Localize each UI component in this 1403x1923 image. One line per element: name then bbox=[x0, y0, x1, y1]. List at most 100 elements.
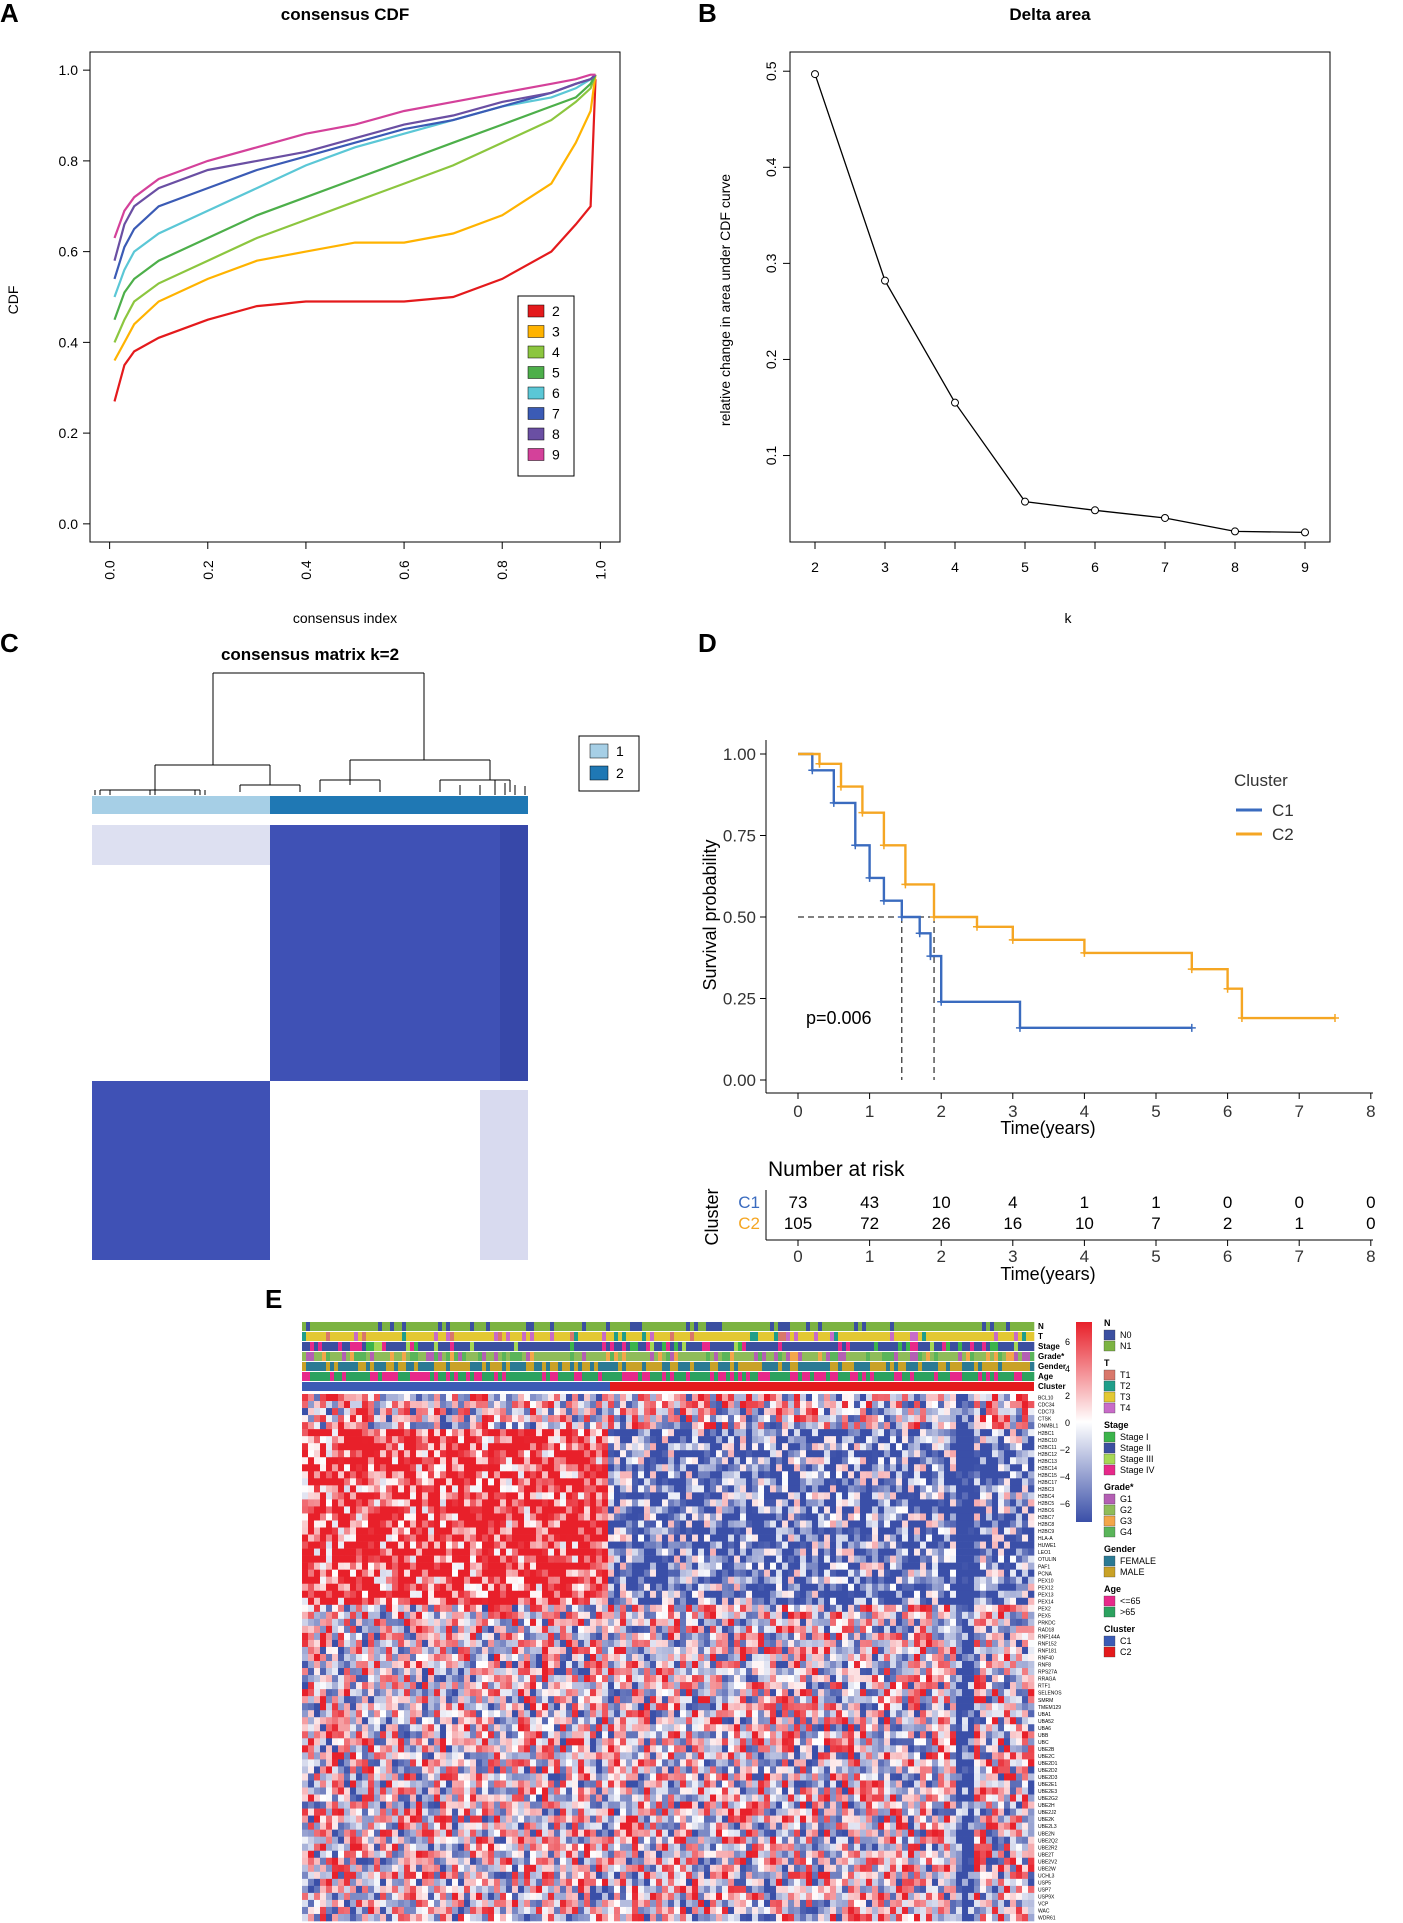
heatmap-cell bbox=[458, 1485, 465, 1493]
heatmap-cell bbox=[710, 1394, 717, 1402]
heatmap-cell bbox=[788, 1583, 795, 1592]
heatmap-cell bbox=[722, 1471, 729, 1479]
heatmap-cell bbox=[794, 1422, 801, 1430]
heatmap-cell bbox=[428, 1485, 435, 1493]
heatmap-cell bbox=[920, 1562, 927, 1570]
heatmap-cell bbox=[512, 1401, 519, 1409]
heatmap-cell bbox=[506, 1485, 513, 1493]
heatmap-cell bbox=[992, 1471, 999, 1479]
annotation-cell bbox=[754, 1352, 759, 1361]
heatmap-cell bbox=[914, 1443, 921, 1451]
heatmap-cell bbox=[344, 1569, 351, 1577]
annotation-cell bbox=[850, 1352, 855, 1361]
annotation-cell bbox=[902, 1322, 907, 1331]
annotation-cell bbox=[386, 1322, 391, 1331]
heatmap-cell bbox=[392, 1597, 399, 1606]
heatmap-cell bbox=[986, 1562, 993, 1570]
heatmap-cell bbox=[734, 1443, 741, 1451]
heatmap-cell bbox=[836, 1443, 843, 1451]
annotation-cell bbox=[998, 1362, 1003, 1371]
heatmap-cell bbox=[716, 1597, 723, 1606]
heatmap-cell bbox=[494, 1415, 501, 1423]
heatmap-cell bbox=[890, 1520, 897, 1528]
annotation-cell bbox=[910, 1332, 915, 1341]
censor-mark-c2 bbox=[815, 759, 824, 768]
heatmap-cell bbox=[842, 1590, 849, 1599]
heatmap-cell bbox=[716, 1401, 723, 1409]
heatmap-cell bbox=[638, 1590, 645, 1599]
heatmap-cell bbox=[476, 1429, 483, 1437]
heatmap-cell bbox=[410, 1583, 417, 1592]
heatmap-cell bbox=[422, 1422, 429, 1430]
heatmap-cell bbox=[488, 1401, 495, 1409]
heatmap-cell bbox=[512, 1436, 519, 1444]
annotation-cell bbox=[646, 1322, 651, 1331]
annotation-cell bbox=[598, 1322, 603, 1331]
heatmap-cell bbox=[542, 1450, 549, 1458]
heatmap-cell bbox=[338, 1506, 345, 1514]
heatmap-cell bbox=[1028, 1478, 1035, 1486]
heatmap-cell bbox=[758, 1569, 765, 1577]
heatmap-cell bbox=[842, 1583, 849, 1592]
heatmap-cell bbox=[452, 1583, 459, 1592]
heatmap-cell bbox=[524, 1429, 531, 1437]
heatmap-cell bbox=[1022, 1583, 1029, 1592]
heatmap-cell bbox=[932, 1597, 939, 1606]
annotation-cell bbox=[926, 1372, 931, 1381]
risk-cell-c2: 2 bbox=[1223, 1214, 1232, 1233]
annotation-cell bbox=[630, 1362, 635, 1371]
heatmap-cell bbox=[548, 1499, 555, 1507]
heatmap-cell bbox=[470, 1429, 477, 1437]
annotation-cell bbox=[494, 1332, 499, 1341]
heatmap-cell bbox=[566, 1527, 573, 1535]
heatmap-cell bbox=[668, 1415, 675, 1423]
heatmap-cell bbox=[968, 1415, 975, 1423]
chart-a-ytick-label: 0.6 bbox=[59, 244, 79, 260]
heatmap-cell bbox=[764, 1562, 771, 1570]
legend-label-cluster-2: 2 bbox=[616, 765, 624, 781]
heatmap-cell bbox=[422, 1401, 429, 1409]
heatmap-cell bbox=[716, 1562, 723, 1570]
heatmap-cell bbox=[950, 1583, 957, 1592]
heatmap-cell bbox=[416, 1471, 423, 1479]
annotation-cell bbox=[478, 1342, 483, 1351]
heatmap-cell bbox=[554, 1464, 561, 1472]
heatmap-cell bbox=[518, 1450, 525, 1458]
heatmap-cell bbox=[926, 1492, 933, 1500]
heatmap-cell bbox=[626, 1485, 633, 1493]
heatmap-cell bbox=[398, 1569, 405, 1577]
heatmap-cell bbox=[362, 1492, 369, 1500]
annotation-cell bbox=[682, 1362, 687, 1371]
annotation-cell bbox=[766, 1352, 771, 1361]
legend-swatch-k4 bbox=[527, 345, 545, 359]
annotation-cell bbox=[402, 1342, 407, 1351]
heatmap-cell bbox=[374, 1443, 381, 1451]
annotation-cell bbox=[642, 1352, 647, 1361]
heatmap-cell bbox=[584, 1555, 591, 1563]
annotation-cell bbox=[850, 1362, 855, 1371]
heatmap-cell bbox=[470, 1562, 477, 1570]
annotation-cell bbox=[618, 1352, 623, 1361]
heatmap-cell bbox=[1010, 1583, 1017, 1592]
heatmap-cell bbox=[776, 1527, 783, 1535]
heatmap-cell bbox=[308, 1548, 315, 1556]
heatmap-cell bbox=[542, 1457, 549, 1465]
heatmap-cell bbox=[974, 1436, 981, 1444]
heatmap-cell bbox=[500, 1415, 507, 1423]
heatmap-cell bbox=[422, 1464, 429, 1472]
heatmap-cell bbox=[692, 1513, 699, 1521]
heatmap-cell bbox=[332, 1527, 339, 1535]
heatmap-cell bbox=[740, 1436, 747, 1444]
heatmap-cell bbox=[728, 1583, 735, 1592]
heatmap-cell bbox=[878, 1443, 885, 1451]
heatmap-cell bbox=[542, 1422, 549, 1430]
heatmap-cell bbox=[332, 1513, 339, 1521]
heatmap-cell bbox=[818, 1422, 825, 1430]
annotation-cell bbox=[394, 1372, 399, 1381]
heatmap-cell bbox=[362, 1450, 369, 1458]
heatmap-cell bbox=[404, 1457, 411, 1465]
heatmap-cell bbox=[380, 1471, 387, 1479]
annotation-cell bbox=[654, 1352, 659, 1361]
annotation-cell bbox=[594, 1372, 599, 1381]
annotation-cell bbox=[1018, 1332, 1023, 1341]
